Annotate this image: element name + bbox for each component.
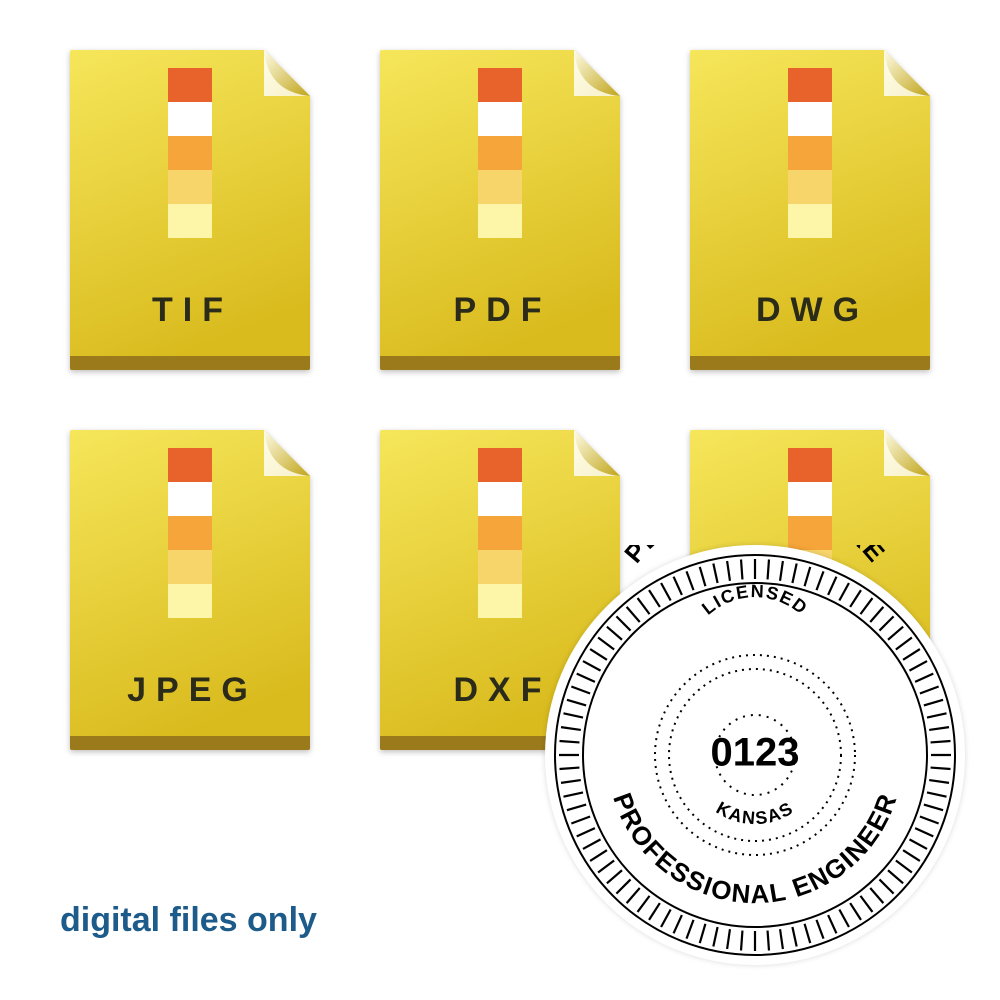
- file-icon-jpeg: JPEG: [70, 430, 310, 750]
- file-type-label: PDF: [380, 291, 620, 330]
- swatch: [168, 204, 212, 238]
- file-type-label: TIF: [70, 291, 310, 330]
- file-icon-tif: TIF: [70, 50, 310, 370]
- swatch: [168, 482, 212, 516]
- color-swatch-strip: [168, 68, 212, 238]
- swatch: [478, 136, 522, 170]
- swatch: [168, 448, 212, 482]
- swatch: [478, 204, 522, 238]
- swatch: [478, 102, 522, 136]
- engineer-seal: PLACE NAME HEREPROFESSIONAL ENGINEERLICE…: [545, 545, 965, 965]
- swatch: [478, 482, 522, 516]
- swatch: [478, 516, 522, 550]
- swatch: [478, 584, 522, 618]
- swatch: [478, 170, 522, 204]
- swatch: [788, 102, 832, 136]
- swatch: [788, 448, 832, 482]
- swatch: [168, 136, 212, 170]
- swatch: [168, 584, 212, 618]
- swatch: [788, 204, 832, 238]
- color-swatch-strip: [478, 448, 522, 618]
- file-icon-dwg: DWG: [690, 50, 930, 370]
- swatch: [788, 68, 832, 102]
- color-swatch-strip: [478, 68, 522, 238]
- swatch: [478, 550, 522, 584]
- svg-text:KANSAS: KANSAS: [713, 798, 797, 829]
- swatch: [788, 482, 832, 516]
- swatch: [478, 68, 522, 102]
- swatch: [168, 516, 212, 550]
- color-swatch-strip: [168, 448, 212, 618]
- seal-number: 0123: [711, 731, 800, 775]
- swatch: [168, 102, 212, 136]
- swatch: [788, 136, 832, 170]
- file-icon-pdf: PDF: [380, 50, 620, 370]
- swatch: [168, 550, 212, 584]
- file-type-label: JPEG: [70, 671, 310, 710]
- swatch: [168, 68, 212, 102]
- caption-text: digital files only: [60, 901, 317, 940]
- color-swatch-strip: [788, 68, 832, 238]
- swatch: [478, 448, 522, 482]
- swatch: [788, 170, 832, 204]
- swatch: [168, 170, 212, 204]
- file-type-label: DWG: [690, 291, 930, 330]
